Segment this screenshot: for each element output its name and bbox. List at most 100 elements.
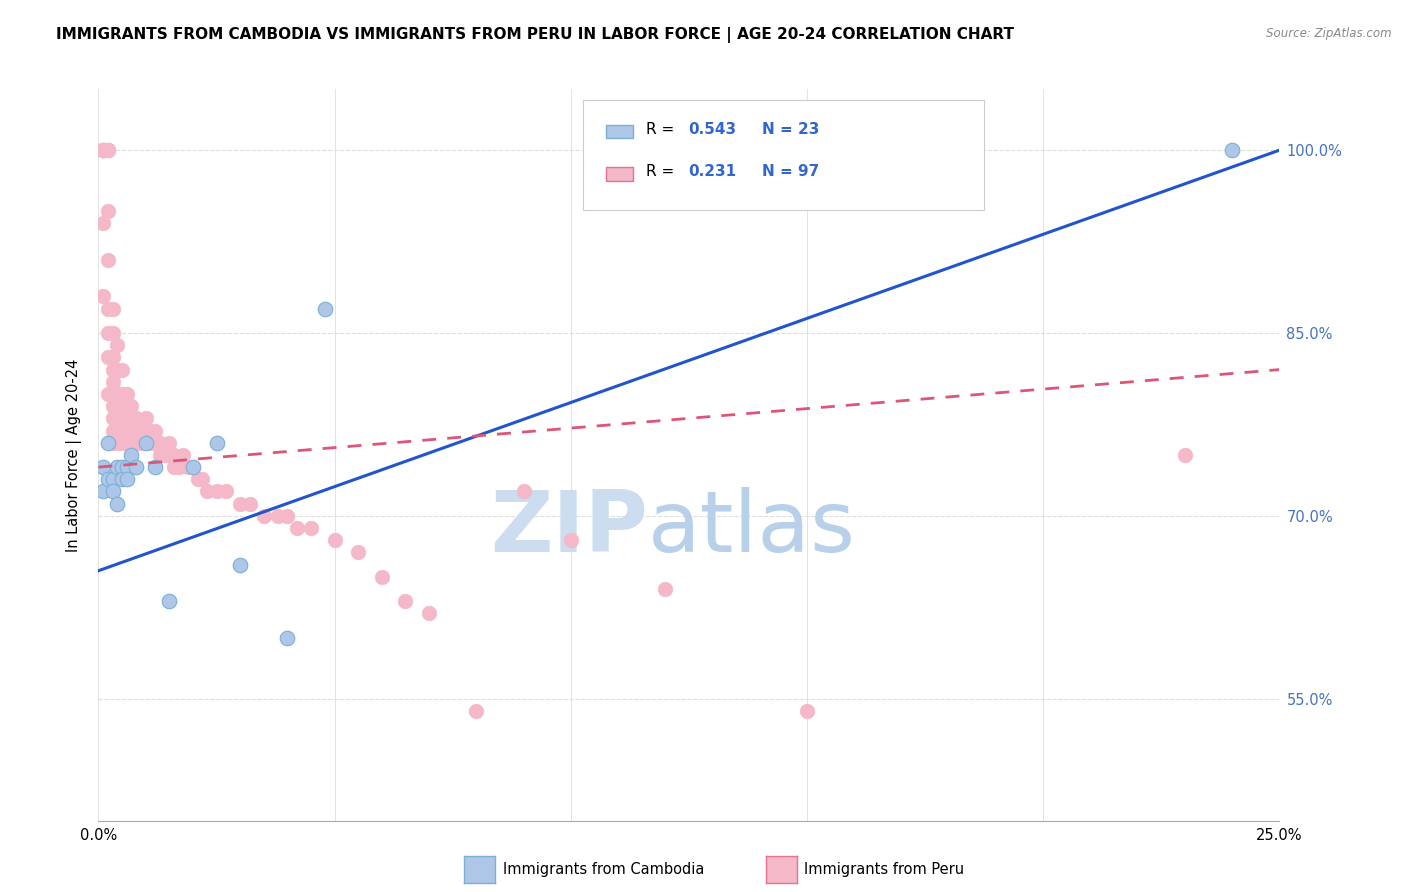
- Point: [91, 216, 114, 230]
- Point: [157, 594, 180, 608]
- Point: [229, 558, 252, 572]
- Point: [111, 460, 134, 475]
- Point: [97, 252, 120, 267]
- Point: [157, 448, 180, 462]
- Point: [101, 435, 124, 450]
- Point: [101, 375, 124, 389]
- Point: [121, 435, 143, 450]
- Point: [105, 411, 128, 425]
- Point: [177, 460, 200, 475]
- Point: [125, 435, 148, 450]
- Point: [285, 521, 308, 535]
- Point: [125, 411, 148, 425]
- Point: [97, 204, 120, 219]
- Point: [195, 484, 218, 499]
- Point: [101, 301, 124, 316]
- Point: [418, 607, 440, 621]
- Point: [253, 508, 276, 523]
- Point: [129, 424, 152, 438]
- Point: [97, 143, 120, 157]
- Point: [115, 472, 138, 486]
- Point: [323, 533, 346, 548]
- Point: [239, 497, 262, 511]
- Point: [111, 472, 134, 486]
- Point: [97, 435, 120, 450]
- Point: [205, 484, 228, 499]
- Point: [129, 435, 152, 450]
- Point: [276, 631, 298, 645]
- Point: [167, 460, 190, 475]
- Point: [347, 545, 370, 559]
- Point: [91, 143, 114, 157]
- Point: [97, 351, 120, 365]
- Point: [111, 399, 134, 413]
- Point: [125, 424, 148, 438]
- Point: [512, 484, 534, 499]
- Point: [149, 435, 172, 450]
- Point: [314, 301, 336, 316]
- FancyBboxPatch shape: [582, 100, 984, 210]
- Point: [91, 484, 114, 499]
- Point: [115, 399, 138, 413]
- Point: [143, 424, 166, 438]
- Text: R =: R =: [647, 164, 685, 179]
- Point: [163, 460, 186, 475]
- Point: [111, 362, 134, 376]
- Point: [394, 594, 416, 608]
- Point: [276, 508, 298, 523]
- Text: Source: ZipAtlas.com: Source: ZipAtlas.com: [1267, 27, 1392, 40]
- Point: [1174, 448, 1197, 462]
- Point: [97, 143, 120, 157]
- FancyBboxPatch shape: [606, 167, 633, 180]
- Point: [101, 351, 124, 365]
- Point: [229, 497, 252, 511]
- Point: [111, 435, 134, 450]
- Point: [101, 411, 124, 425]
- Point: [135, 411, 157, 425]
- Point: [267, 508, 290, 523]
- Point: [97, 326, 120, 340]
- Point: [121, 399, 143, 413]
- Point: [101, 424, 124, 438]
- Text: R =: R =: [647, 122, 685, 137]
- Point: [91, 143, 114, 157]
- Point: [91, 143, 114, 157]
- Point: [299, 521, 322, 535]
- Text: 0.231: 0.231: [688, 164, 735, 179]
- Point: [115, 411, 138, 425]
- Point: [205, 435, 228, 450]
- Point: [101, 387, 124, 401]
- Point: [111, 387, 134, 401]
- Point: [153, 448, 176, 462]
- Text: Immigrants from Peru: Immigrants from Peru: [804, 863, 965, 877]
- Point: [91, 289, 114, 303]
- Point: [101, 399, 124, 413]
- Point: [115, 387, 138, 401]
- Point: [97, 143, 120, 157]
- Point: [101, 472, 124, 486]
- Point: [97, 387, 120, 401]
- Point: [139, 435, 162, 450]
- Point: [215, 484, 238, 499]
- Point: [121, 411, 143, 425]
- Point: [157, 435, 180, 450]
- Point: [125, 460, 148, 475]
- Point: [101, 362, 124, 376]
- Point: [163, 448, 186, 462]
- Point: [91, 143, 114, 157]
- Text: IMMIGRANTS FROM CAMBODIA VS IMMIGRANTS FROM PERU IN LABOR FORCE | AGE 20-24 CORR: IMMIGRANTS FROM CAMBODIA VS IMMIGRANTS F…: [56, 27, 1014, 43]
- Point: [91, 143, 114, 157]
- Point: [191, 472, 214, 486]
- Point: [181, 460, 204, 475]
- Text: N = 23: N = 23: [762, 122, 820, 137]
- Point: [105, 435, 128, 450]
- Point: [121, 424, 143, 438]
- Point: [105, 362, 128, 376]
- Point: [105, 497, 128, 511]
- Point: [97, 143, 120, 157]
- Point: [105, 387, 128, 401]
- Point: [143, 435, 166, 450]
- Point: [121, 448, 143, 462]
- Point: [91, 460, 114, 475]
- Y-axis label: In Labor Force | Age 20-24: In Labor Force | Age 20-24: [66, 359, 83, 551]
